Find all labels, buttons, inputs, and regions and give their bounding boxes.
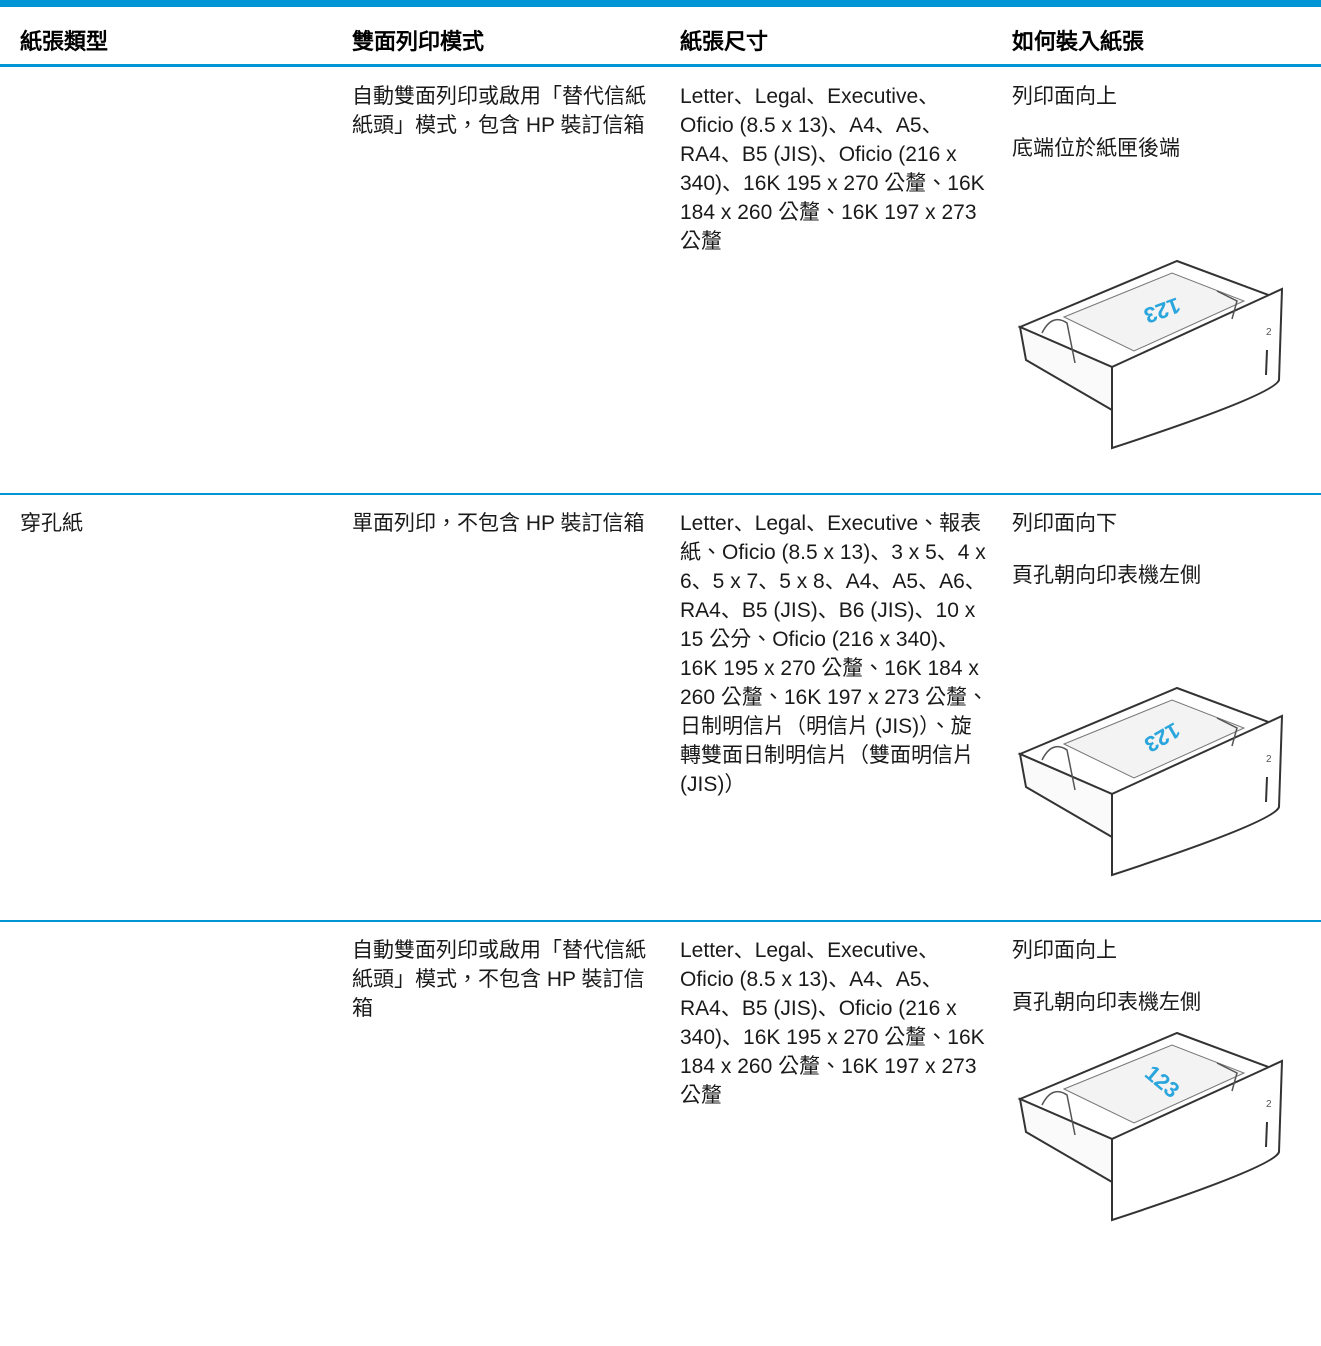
tray-guide [1041, 290, 1238, 364]
header-cell: 雙面列印模式 [352, 29, 485, 54]
loading-instruction: 列印面向上 [1012, 939, 1117, 962]
duplex-mode: 自動雙面列印或啟用「替代信紙紙頭」模式，不包含 HP 裝訂信箱 [352, 939, 646, 1020]
tray-number: 2 [1266, 754, 1272, 765]
loading-cell: 列印面向上頁孔朝向印表機左側 [1012, 936, 1312, 1040]
top-rule [0, 0, 1321, 7]
loading-instruction: 頁孔朝向印表機左側 [1012, 991, 1201, 1014]
header-cell: 如何裝入紙張 [1012, 29, 1145, 54]
header-cell: 紙張尺寸 [680, 29, 769, 54]
duplex-mode: 單面列印，不包含 HP 裝訂信箱 [352, 512, 645, 535]
tray-paper [1062, 272, 1246, 352]
loading-instruction: 頁孔朝向印表機左側 [1012, 564, 1201, 587]
tray-number: 2 [1266, 1099, 1272, 1110]
header-rule [0, 64, 1321, 67]
row-rule [0, 920, 1321, 922]
header-cell: 紙張類型 [20, 29, 109, 54]
tray-front [1111, 287, 1284, 450]
tray-paper [1062, 1044, 1246, 1124]
tray-front [1111, 714, 1284, 877]
tray-number: 2 [1266, 327, 1272, 338]
paper-sizes: Letter、Legal、Executive、Oficio (8.5 x 13)… [680, 939, 985, 1107]
paper-sizes: Letter、Legal、Executive、報表紙、Oficio (8.5 x… [680, 512, 989, 796]
tray-handle [1265, 1121, 1268, 1148]
paper-type: 穿孔紙 [20, 512, 83, 535]
loading-cell: 列印面向上底端位於紙匣後端 [1012, 82, 1312, 186]
tray-handle [1265, 349, 1268, 376]
tray-handle [1265, 776, 1268, 803]
loading-instruction: 底端位於紙匣後端 [1012, 137, 1180, 160]
loading-instruction: 列印面向下 [1012, 512, 1117, 535]
duplex-mode: 自動雙面列印或啟用「替代信紙紙頭」模式，包含 HP 裝訂信箱 [352, 85, 646, 137]
loading-cell: 列印面向下頁孔朝向印表機左側 [1012, 509, 1312, 613]
tray-front [1111, 1059, 1284, 1222]
tray-guide [1041, 1062, 1238, 1136]
tray-guide [1041, 717, 1238, 791]
tray-paper [1062, 699, 1246, 779]
loading-instruction: 列印面向上 [1012, 85, 1117, 108]
paper-sizes: Letter、Legal、Executive、Oficio (8.5 x 13)… [680, 85, 985, 253]
row-rule [0, 493, 1321, 495]
